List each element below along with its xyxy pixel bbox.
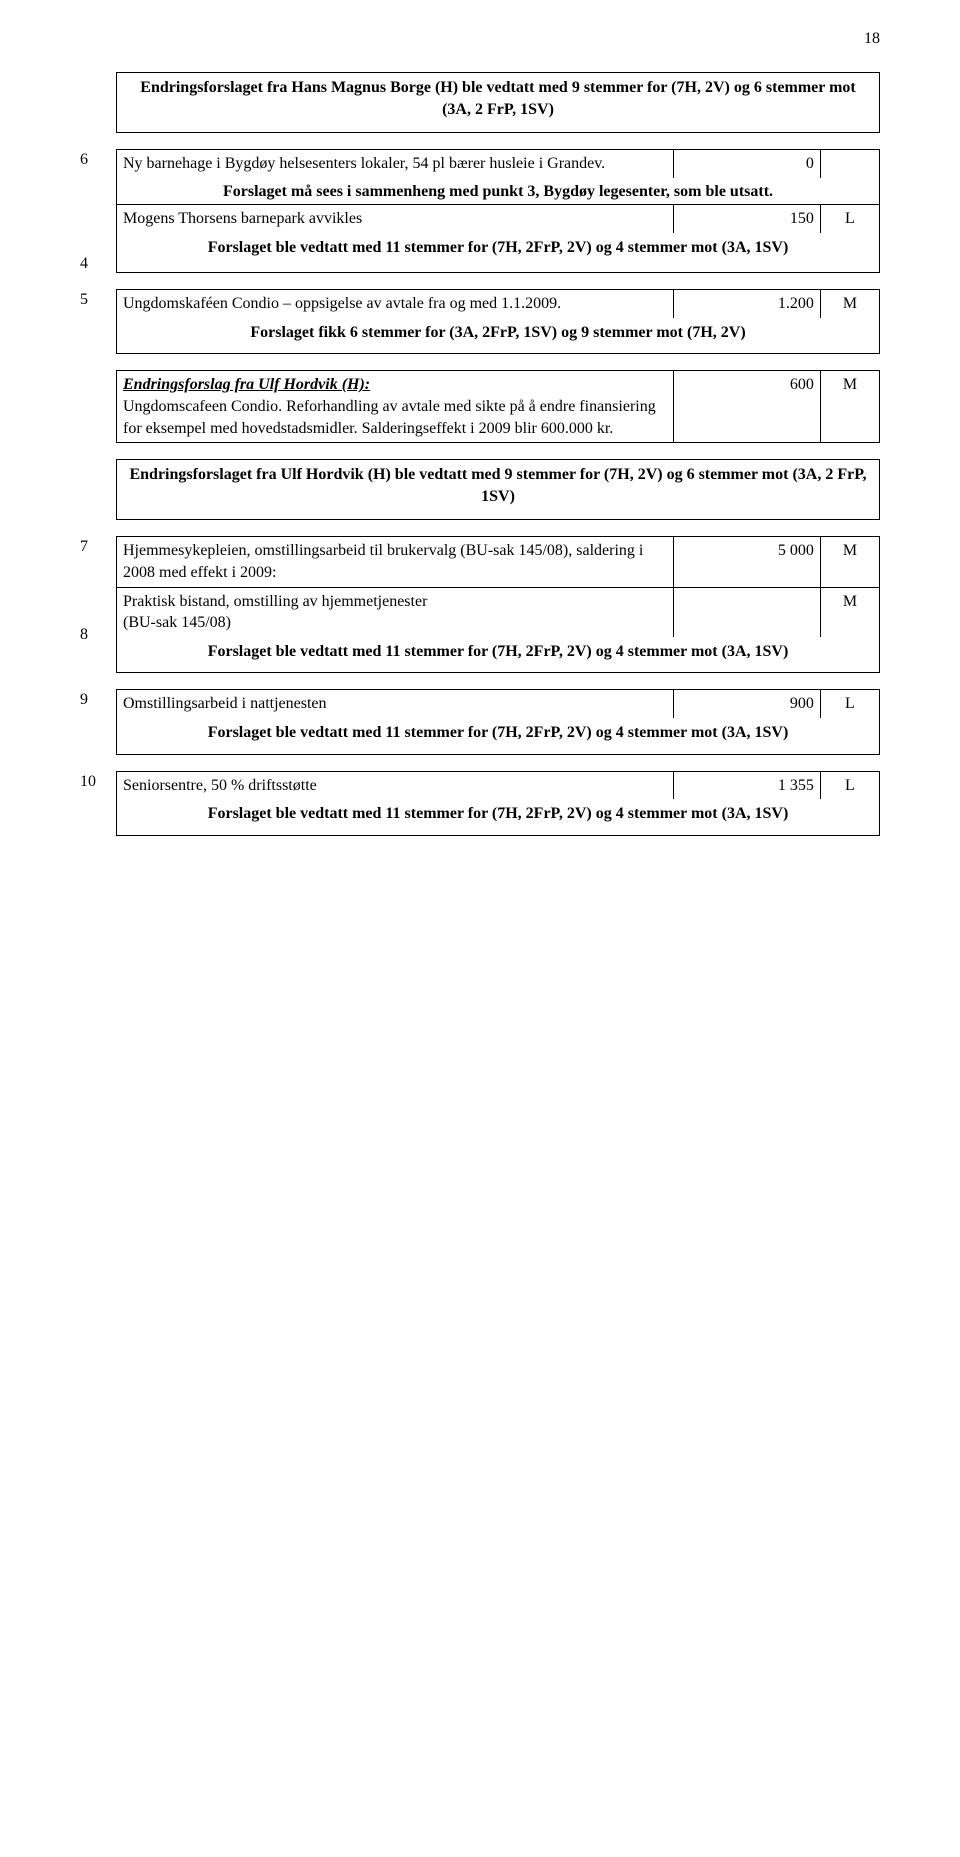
desc-cell: Praktisk bistand, omstilling av hjemmetj… (117, 587, 674, 637)
row-number-9: 9 (80, 689, 116, 754)
desc-cell: Endringsforslag fra Ulf Hordvik (H): Ung… (117, 371, 674, 442)
code-cell (820, 150, 879, 178)
item-block-5: 5 Ungdomskaféen Condio – oppsigelse av a… (80, 289, 880, 354)
amendment-title: Endringsforslag fra Ulf Hordvik (H): (123, 376, 370, 393)
note-line: Forslaget må sees i sammenheng med punkt… (223, 183, 773, 200)
desc-cell: Mogens Thorsens barnepark avvikles (117, 205, 674, 233)
desc-cell: Ungdomskaféen Condio – oppsigelse av avt… (117, 290, 674, 318)
result-text: Forslaget ble vedtatt med 11 stemmer for… (208, 643, 789, 660)
heading-block-2: Endringsforslaget fra Ulf Hordvik (H) bl… (80, 459, 880, 520)
code-cell: M (820, 290, 879, 318)
value-cell: 900 (674, 690, 821, 718)
value-cell: 150 (674, 205, 821, 233)
row-number-6: 6 (80, 151, 116, 169)
row-number-7: 7 (80, 538, 116, 556)
row-number-10: 10 (80, 771, 116, 836)
desc-cell: Seniorsentre, 50 % driftsstøtte (117, 772, 674, 800)
amendment-desc: Ungdomscafeen Condio. Reforhandling av a… (123, 398, 656, 437)
row-number-8: 8 (80, 626, 116, 644)
row-number-5: 5 (80, 289, 116, 354)
amendment-block: Endringsforslag fra Ulf Hordvik (H): Ung… (80, 370, 880, 443)
item-block-7-8: 7 8 Hjemmesykepleien, omstillingsarbeid … (80, 536, 880, 673)
code-cell: L (820, 690, 879, 718)
result-text: Forslaget ble vedtatt med 11 stemmer for… (208, 239, 789, 256)
item-block-6-4: 6 4 Ny barnehage i Bygdøy helsesenters l… (80, 149, 880, 273)
heading-2-text: Endringsforslaget fra Ulf Hordvik (H) bl… (129, 466, 866, 505)
code-cell: L (820, 772, 879, 800)
heading-block-1: Endringsforslaget fra Hans Magnus Borge … (80, 72, 880, 133)
page-number: 18 (80, 30, 880, 48)
result-text: Forslaget fikk 6 stemmer for (3A, 2FrP, … (250, 324, 745, 341)
value-cell: 1.200 (674, 290, 821, 318)
result-text: Forslaget ble vedtatt med 11 stemmer for… (208, 805, 789, 822)
desc-cell: Ny barnehage i Bygdøy helsesenters lokal… (117, 150, 674, 178)
code-cell: M (820, 587, 879, 637)
heading-1-text: Endringsforslaget fra Hans Magnus Borge … (140, 79, 855, 118)
item-block-9: 9 Omstillingsarbeid i nattjenesten 900 L… (80, 689, 880, 754)
code-cell: L (820, 205, 879, 233)
row-number-4: 4 (80, 255, 116, 273)
code-cell: M (820, 371, 879, 442)
value-cell: 0 (674, 150, 821, 178)
result-text: Forslaget ble vedtatt med 11 stemmer for… (208, 724, 789, 741)
value-cell: 1 355 (674, 772, 821, 800)
value-cell: 600 (674, 371, 821, 442)
desc-cell: Hjemmesykepleien, omstillingsarbeid til … (117, 537, 674, 587)
code-cell: M (820, 537, 879, 587)
value-cell: 5 000 (674, 537, 821, 587)
value-cell (674, 587, 821, 637)
desc-cell: Omstillingsarbeid i nattjenesten (117, 690, 674, 718)
item-block-10: 10 Seniorsentre, 50 % driftsstøtte 1 355… (80, 771, 880, 836)
